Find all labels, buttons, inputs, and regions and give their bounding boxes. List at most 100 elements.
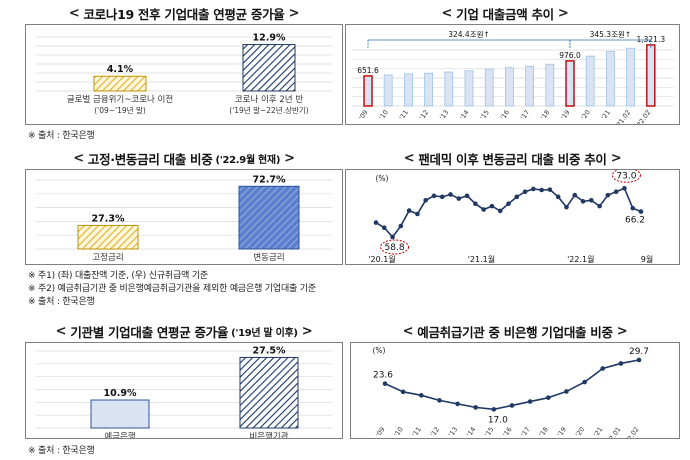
footnote-2: ※ 주2) 예금취급기관 중 비은행예금취급기관을 제외한 예금은행 기업대출 … [28,284,316,294]
data-point-9 [448,192,453,197]
data-point-19 [531,186,536,192]
data-point-10 [564,389,569,394]
x-tick-label-0: '09 [357,109,369,122]
x-tick-label-5: '14 [458,109,470,122]
bar-1 [242,44,296,92]
data-point-22 [555,194,561,200]
data-label-0: 10.9% [104,388,137,399]
data-point-25 [580,199,586,204]
x-tick-label-13: '21.02 [614,109,632,124]
title-fixed-variable-ratio: < 고정·변동금리 대출 비중 ('22.9월 현재) > [73,151,295,167]
x-tick-label-10: '19 [556,426,568,438]
data-point-3 [437,398,442,403]
data-label-6: 17.0 [488,415,508,425]
chart-panel-5: 10.9% 예금은행 27.5% 비은행기관 [25,342,343,442]
data-point-17 [514,194,520,200]
bar-8 [525,65,535,107]
bar-3 [424,72,433,107]
x-tick-label-3: 9월 [641,254,653,264]
x-tick-label-6: '15 [483,426,495,438]
x-tick-label-7: '16 [499,109,511,122]
data-point-26 [589,197,594,203]
x-tick-label-2: '11 [398,109,410,122]
category-label-0: 고정금리 [92,252,123,263]
data-point-9 [545,395,551,400]
category-sub-label-1: ('19년 말~22년.상반기) [229,105,309,115]
data-label-0: 651.6 [357,66,379,75]
bar-2 [404,73,413,107]
x-tick-label-2: '22.1월 [567,254,594,264]
y-axis-label: (%) [373,346,386,355]
data-point-5 [473,405,479,410]
data-point-4 [406,208,412,213]
data-label-14: 29.7 [629,347,649,357]
data-label-1: 72.7% [253,174,286,185]
x-tick-label-3: '12 [418,109,430,122]
data-point-11 [464,193,470,199]
chart-loan-amount-trend: '09 651.6 '10 '11 '12 '13 '14 '15 '16 '17 '18 '19 97… [352,30,674,130]
data-point-13 [618,361,624,366]
data-point-7 [509,403,515,408]
data-point-3 [398,223,404,229]
x-tick-label-4: '13 [438,109,450,122]
x-tick-label-9: '18 [539,109,551,122]
bar-5 [464,70,474,107]
x-tick-label-12: '21 [600,109,612,122]
data-point-24 [572,192,578,198]
data-point-27 [597,203,602,209]
data-label-0: 27.3% [92,213,125,224]
x-tick-label-13: '22.01 [604,426,622,438]
x-tick-label-0: '20.1월 [368,254,395,264]
footnote-1: ※ 주1) (좌) 대출잔액 기준, (우) 신규취급액 기준 [28,271,208,281]
chart-nonbank-share: (%) '09 '10 '11 '12 '13 '14 '15 '16 '17 '18 '19 '20 '… [373,346,650,447]
data-point-1 [381,225,387,231]
data-point-7 [431,193,437,199]
bar-9 [545,63,555,107]
data-label-30: 73.0 [616,171,636,181]
data-point-4 [455,401,460,407]
bar-7 [504,67,514,107]
category-label-1: 변동금리 [253,252,284,263]
chart-panel-2: '09 651.6 '10 '11 '12 '13 '14 '15 '16 '17 '18 '19 97… [345,24,680,130]
data-point-23 [564,204,569,210]
chart-panel-4: (%) '20.1월 '21.1월 '22.1월 9월 58.8 73.0 66.2 [345,167,680,265]
chart-loan-growth-covid: 4.1% 글로벌 금융위기~코로나 이전('09~'19년 말) 12.9% 코로나 … [36,33,332,115]
bar-10 [565,60,575,107]
data-point-8 [439,194,445,200]
data-label-0: 4.1% [107,64,134,75]
x-tick-label-11: '20 [574,426,586,438]
highlight-ellipse-2 [380,239,410,255]
title-institution-growth: < 기관별 기업대출 연평균 증가율 ('19년 말 이후) > [55,324,313,340]
x-tick-label-11: '20 [580,109,592,122]
data-point-14 [636,357,642,363]
data-point-32 [638,209,644,214]
data-point-0 [382,381,388,386]
chart-variable-rate-trend: (%) '20.1월 '21.1월 '22.1월 9월 58.8 73.0 66.2 [368,167,653,264]
bar-0 [90,399,150,429]
bar-12 [605,51,615,107]
x-tick-label-12: '21 [592,426,604,438]
data-point-5 [415,211,420,217]
category-label-0: 예금은행 [104,431,135,438]
x-tick-label-2: '11 [411,426,423,438]
bar-14 [646,44,656,107]
category-label-0: 글로벌 금융위기~코로나 이전 [67,94,173,105]
category-label-1: 비은행기관 [249,431,288,438]
bar-0 [93,75,147,92]
x-tick-label-4: '13 [447,426,459,438]
data-label-1: 12.9% [253,33,286,44]
x-tick-label-8: '17 [519,109,531,122]
bracket-annotation-1: 345.3조원↑ [590,30,632,39]
chart-fixed-variable-ratio: 27.3% 고정금리 72.7% 변동금리 [36,174,332,263]
data-point-28 [605,192,611,198]
data-point-13 [481,207,486,212]
x-tick-label-1: '21.1월 [468,254,495,264]
title-loan-amount-trend: < 기업 대출금액 추이 > [441,6,569,22]
bar-1 [239,356,299,429]
data-point-12 [473,201,478,207]
source-note-1: ※ 출처 : 한국은행 [28,131,95,141]
data-label-14: 1,321.3 [636,35,665,44]
chart-panel-1: 4.1% 글로벌 금융위기~코로나 이전 ('09~'19년 말) 12.9% 코로나 … [25,24,343,125]
chart-panel-3: 27.3% 고정금리 72.7% 변동금리 [25,169,343,265]
x-tick-label-9: '18 [538,426,550,438]
